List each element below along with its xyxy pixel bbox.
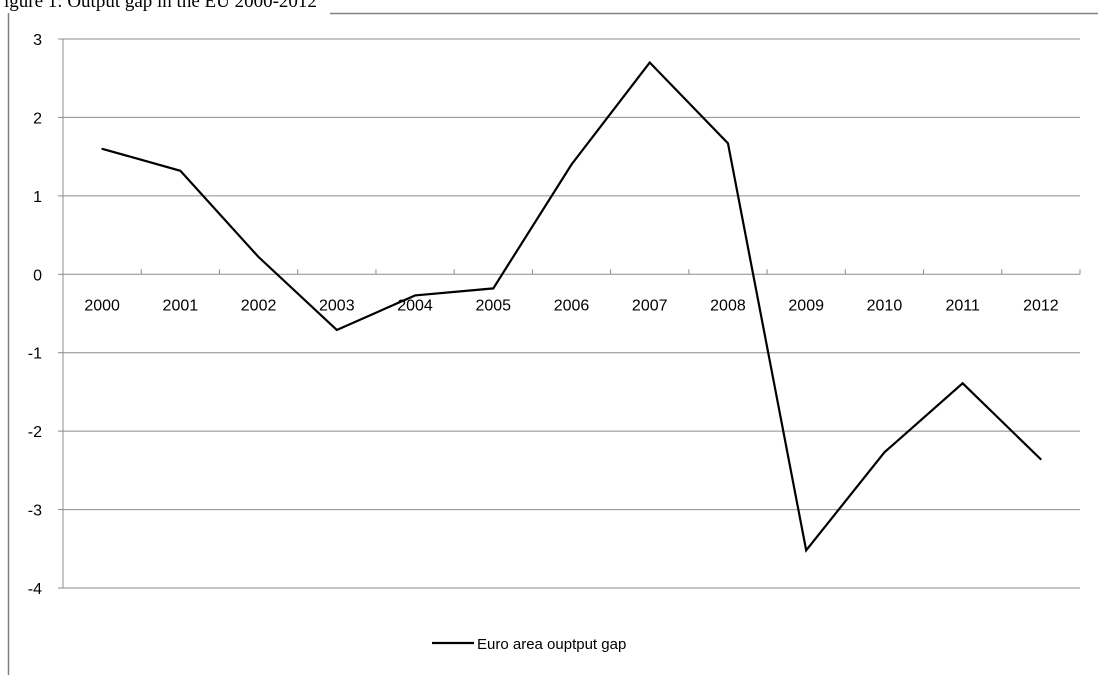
x-tick-label: 2011 xyxy=(945,297,980,314)
x-tick-label: 2004 xyxy=(397,297,433,314)
y-tick-label: -4 xyxy=(28,581,42,598)
data-point xyxy=(179,169,182,172)
x-tick-label: 2001 xyxy=(163,297,199,314)
x-tick-label: 2009 xyxy=(788,297,824,314)
x-tick-label: 2012 xyxy=(1023,297,1059,314)
data-point xyxy=(257,256,260,258)
x-tick-label: 2007 xyxy=(632,297,668,314)
data-point xyxy=(336,329,338,331)
y-tick-label: -3 xyxy=(28,503,42,520)
data-point xyxy=(961,382,964,385)
x-tick-label: 2005 xyxy=(475,297,511,314)
y-tick-label: -2 xyxy=(28,424,42,441)
x-tick-label: 2010 xyxy=(867,297,903,314)
data-point xyxy=(1040,458,1042,461)
x-tick-label: 2006 xyxy=(554,297,590,314)
x-tick-label: 2002 xyxy=(241,297,277,314)
figure-caption: igure 1: Output gap in the EU 2000-2012 xyxy=(4,0,317,12)
data-point xyxy=(648,61,651,64)
x-tick-label: 2003 xyxy=(319,297,355,314)
data-point xyxy=(805,549,807,552)
y-tick-label: 1 xyxy=(33,189,42,206)
y-tick-label: 3 xyxy=(33,32,42,49)
data-point xyxy=(101,148,103,150)
x-tick-label: 2008 xyxy=(710,297,746,314)
y-tick-label: 2 xyxy=(33,110,42,127)
y-tick-label: 0 xyxy=(33,267,42,284)
data-point xyxy=(883,451,886,454)
data-point xyxy=(570,163,573,166)
x-tick-label: 2000 xyxy=(84,297,120,314)
data-point xyxy=(414,294,416,297)
legend-label: Euro area ouptput gap xyxy=(477,636,626,653)
data-point xyxy=(492,287,495,290)
data-point xyxy=(727,142,729,145)
y-tick-label: -1 xyxy=(28,346,42,363)
